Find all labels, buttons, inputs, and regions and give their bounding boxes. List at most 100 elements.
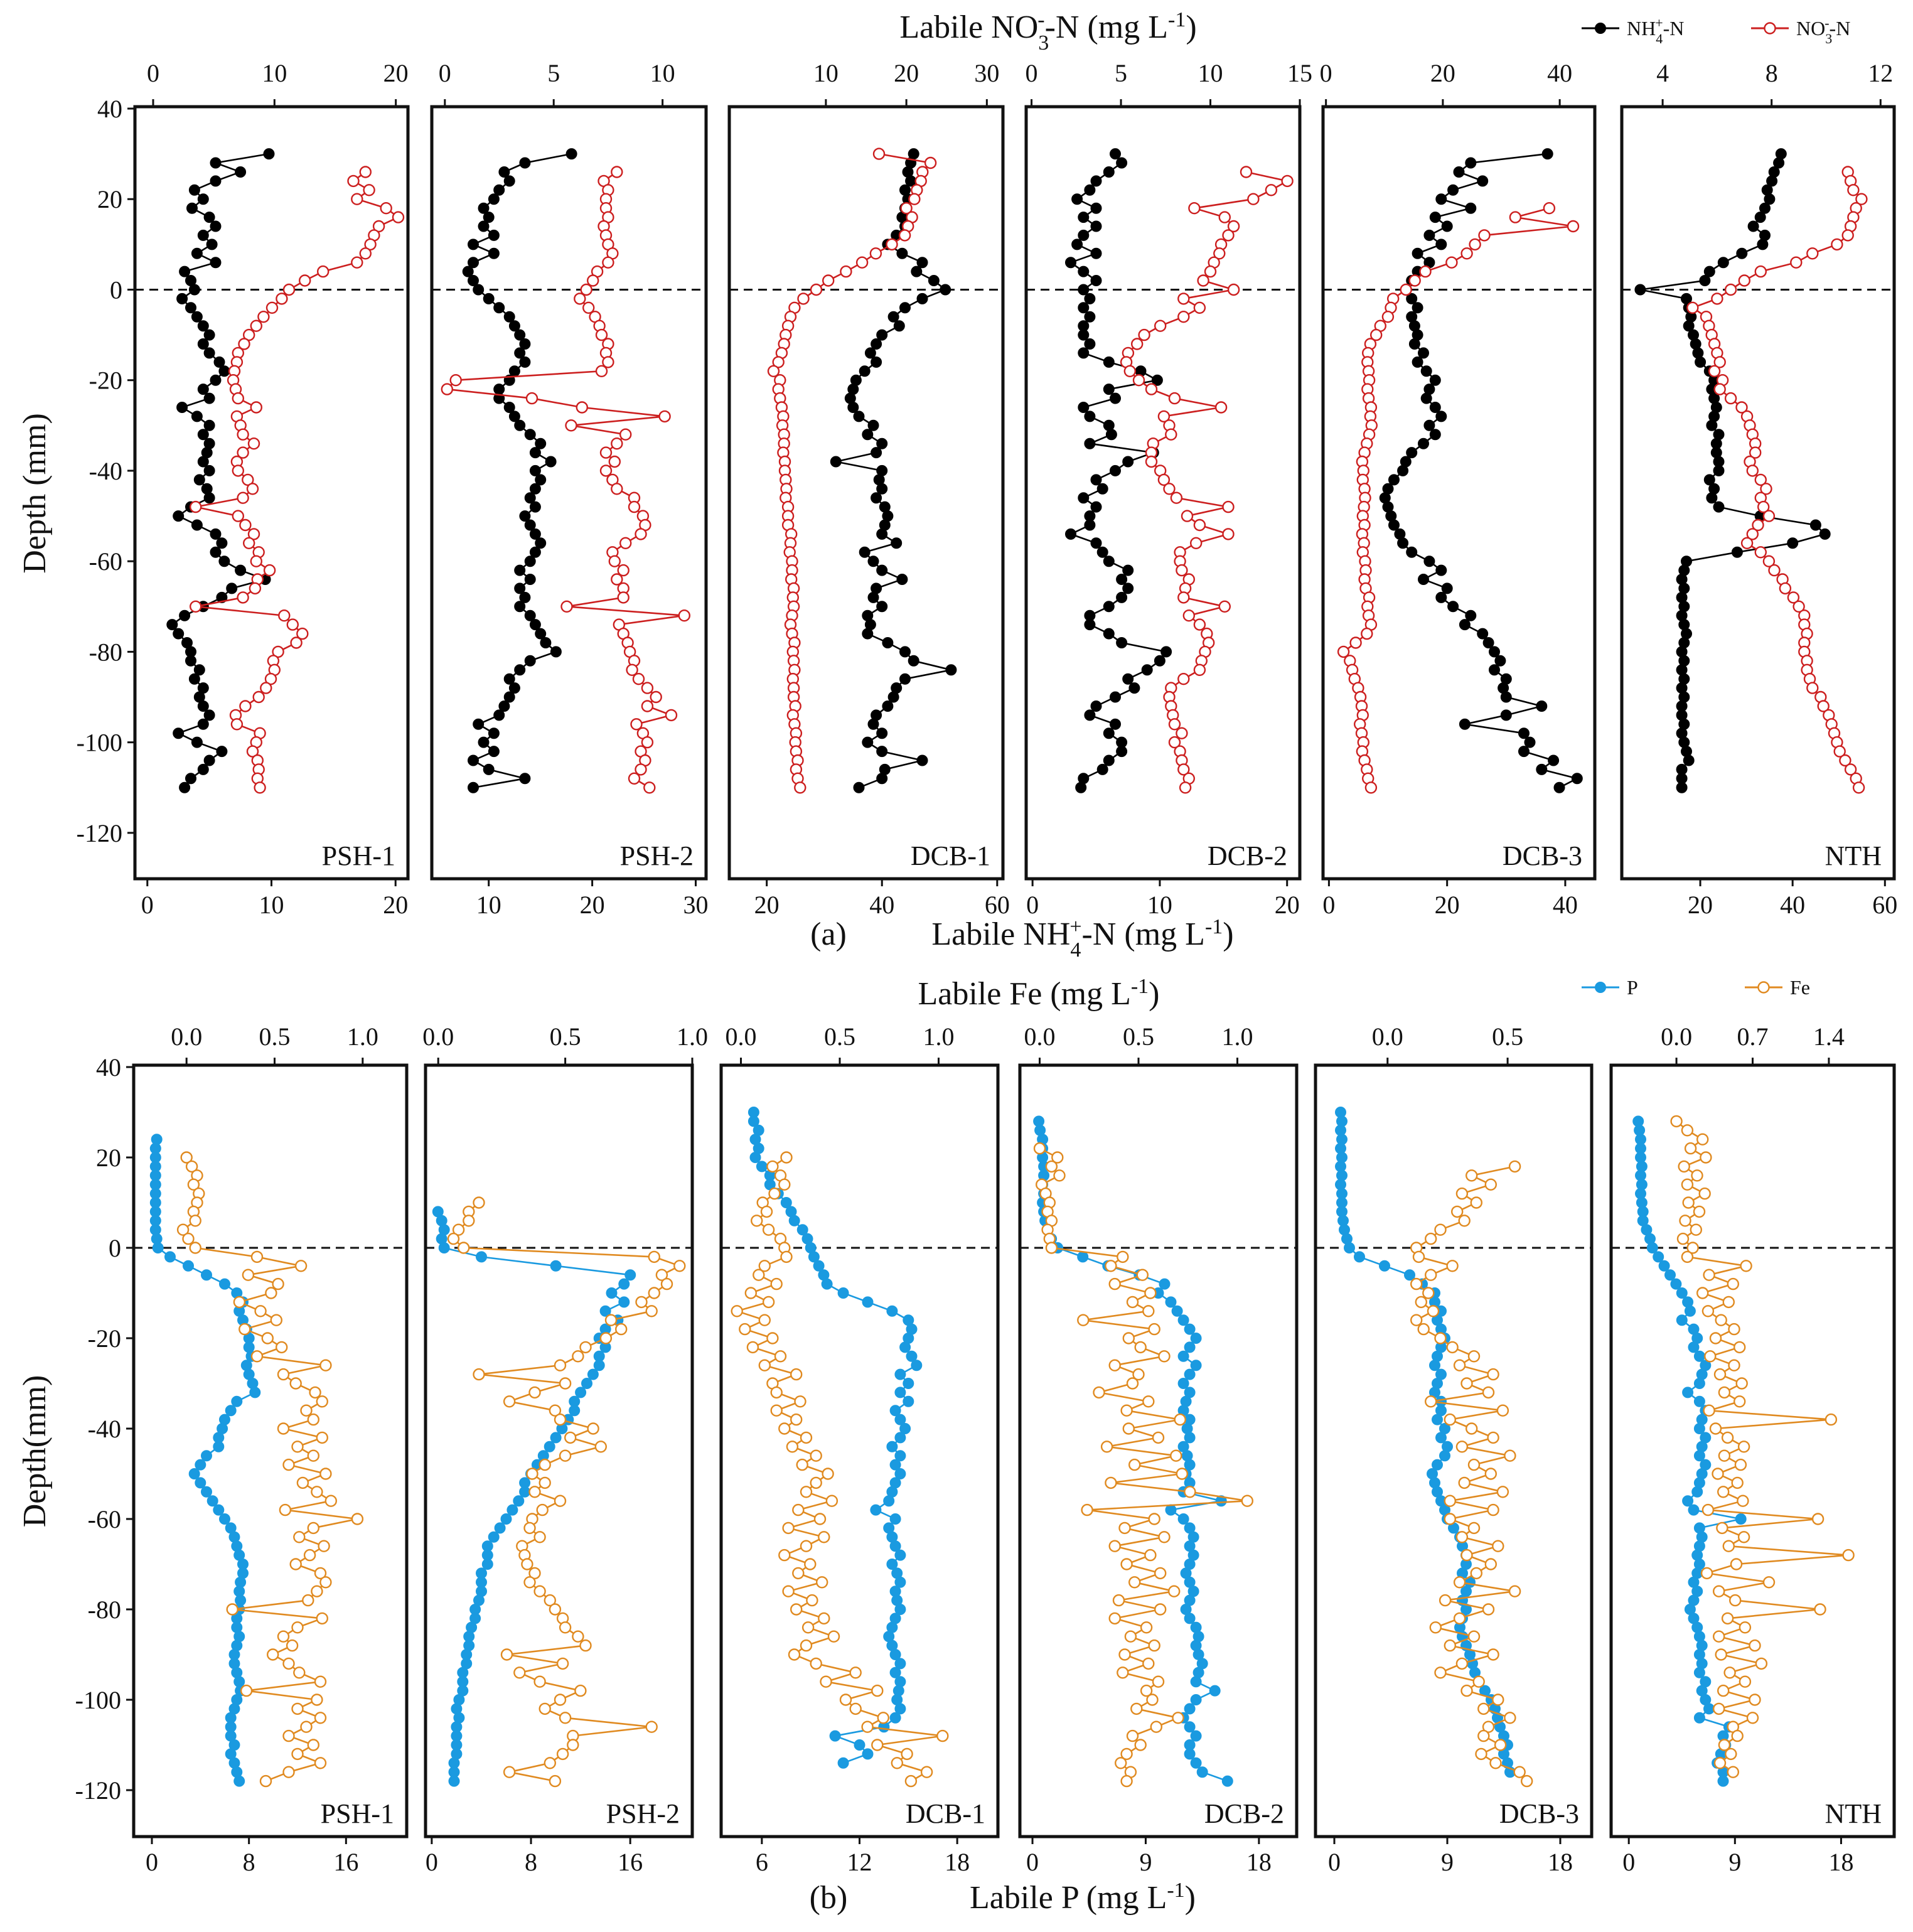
nh4-data-point (203, 392, 215, 404)
fe-data-point (189, 1215, 201, 1227)
fe-data-point (753, 1269, 765, 1281)
nh4-data-point (203, 212, 215, 223)
nh4-data-point (529, 464, 541, 476)
site-dcb-1: 20 40 60 10 20 30 DCB-1 (727, 59, 1010, 919)
nh4-data-point (899, 673, 911, 685)
nh4-data-point (871, 492, 882, 504)
fe-data-point (539, 1702, 551, 1715)
no3-data-point (525, 392, 539, 405)
no3-data-point (230, 718, 244, 731)
nh4-data-point (179, 781, 191, 793)
fe-data-point (286, 1639, 299, 1652)
fe-data-point (316, 1431, 328, 1444)
nh4-data-point (1110, 464, 1121, 476)
fe-data-point (1484, 1558, 1498, 1570)
nh4-data-point (498, 700, 510, 712)
top-tick-label: 5 (547, 59, 560, 87)
p-data-point (1429, 1360, 1440, 1371)
p-data-point (618, 1278, 630, 1290)
fe-data-point (1737, 1495, 1749, 1507)
nh4-data-point (1465, 609, 1477, 621)
top-tick-label: 0.5 (259, 1022, 291, 1051)
fe-data-point (822, 1468, 834, 1480)
no3-data-point (641, 700, 654, 712)
no3-data-point (611, 573, 623, 586)
fe-data-point (307, 1449, 319, 1462)
no3-data-point (599, 464, 613, 477)
fe-data-point (1446, 1260, 1459, 1272)
no3-data-point (278, 609, 291, 622)
p-data-point (1354, 1251, 1365, 1263)
fe-data-point (1477, 1702, 1490, 1715)
no3-data-point (232, 510, 244, 522)
top-tick-label: 0.0 (1024, 1022, 1056, 1051)
no3-data-point (347, 174, 360, 188)
no3-data-point (249, 582, 262, 595)
fe-data-point (277, 1368, 290, 1381)
nh4-data-point (1090, 474, 1102, 486)
no3-data-point (359, 247, 372, 260)
fe-data-point (533, 1585, 546, 1597)
nh4-data-point (1459, 718, 1471, 730)
p-data-point (749, 1152, 761, 1163)
no3-data-point (1381, 311, 1395, 323)
nh4-data-point (203, 754, 215, 766)
no3-data-point (608, 555, 621, 567)
fe-data-point (1458, 1476, 1471, 1489)
site-dcb-3: 0 9 18 0.0 0.5 DCB-3 (1314, 1022, 1594, 1876)
fe-data-point (758, 1359, 771, 1371)
p-data-point (1693, 1666, 1705, 1678)
site-label: DCB-2 (1204, 1798, 1284, 1829)
p-data-point (1693, 1712, 1705, 1724)
fe-data-point (796, 1458, 808, 1471)
p-data-point (862, 1748, 874, 1760)
p-data-point (587, 1368, 599, 1380)
no3-data-point (908, 193, 921, 205)
site-label: PSH-1 (321, 1798, 394, 1829)
nh4-data-point (1441, 582, 1453, 594)
fe-data-point (574, 1684, 587, 1697)
bottom-tick-label: 60 (985, 891, 1010, 919)
nh4-data-point (1090, 247, 1102, 259)
fe-data-point (314, 1712, 327, 1724)
nh4-data-point (1757, 239, 1769, 250)
no3-data-point (1177, 292, 1190, 305)
no3-data-point (1787, 591, 1800, 604)
fe-data-point (1108, 1540, 1121, 1552)
fe-data-point (810, 1449, 822, 1462)
no3-data-point (1123, 365, 1137, 377)
bottom-tick-label: 9 (1139, 1848, 1152, 1876)
fe-data-point (1136, 1269, 1149, 1281)
no3-data-point (1177, 763, 1190, 776)
fe-data-point (1117, 1250, 1129, 1264)
fe-data-point (1424, 1269, 1437, 1281)
fe-data-point (825, 1495, 839, 1507)
no3-data-point (1806, 682, 1819, 694)
nh4-data-point (498, 166, 510, 178)
p-data-point (1682, 1495, 1694, 1507)
nh4-data-point (524, 519, 536, 531)
no3-data-point (1361, 627, 1373, 640)
fe-data-point (655, 1269, 668, 1281)
fe-data-point (810, 1657, 822, 1670)
nh4-data-point (1078, 229, 1090, 241)
nh4-data-point (519, 356, 531, 368)
bottom-tick-label: 8 (243, 1848, 255, 1876)
fe-data-point (1472, 1675, 1485, 1688)
nh4-data-point (216, 537, 228, 549)
nh4-data-point (1465, 202, 1477, 214)
fe-data-point (1429, 1621, 1442, 1634)
nh4-data-point (529, 447, 541, 459)
p-data-point (1684, 1305, 1696, 1317)
fe-data-point (282, 1729, 295, 1742)
top-tick-label: 20 (1430, 59, 1455, 87)
p-data-point (829, 1730, 841, 1742)
fe-data-point (1482, 1386, 1495, 1399)
no3-data-point (1419, 265, 1432, 278)
nh4-data-point (216, 591, 228, 603)
no3-data-point (1165, 428, 1177, 441)
no3-data-point (190, 600, 202, 613)
p-data-point (1177, 1513, 1189, 1525)
fe-data-point (1717, 1684, 1730, 1697)
no3-data-point (1163, 483, 1176, 495)
